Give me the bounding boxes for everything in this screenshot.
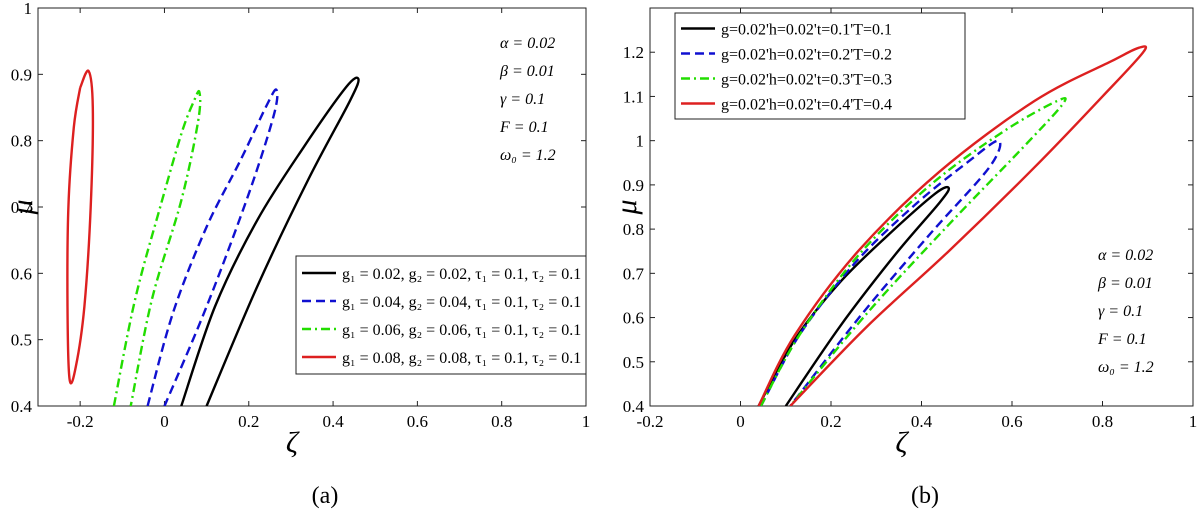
legend-entry: g=0.02'h=0.02't=0.3'T=0.3 bbox=[721, 72, 892, 89]
legend-entry: g₁ = 0.06, g₂ = 0.06, τ₁ = 0.1, τ₂ = 0.1 bbox=[342, 322, 581, 339]
x-tick-label: 0.6 bbox=[1001, 412, 1022, 431]
y-tick-label: 0.8 bbox=[623, 220, 644, 239]
y-tick-label: 1.2 bbox=[623, 43, 644, 62]
chart-panel-b: -0.2 0 0.2 0.4 0.6 0.8 1 0.4 0.5 0.6 0.7 0.8 0.9 1 1.1… bbox=[610, 7, 1198, 509]
x-tick-label: 0.2 bbox=[820, 412, 841, 431]
chart-panel-a: -0.2 0 0.2 0.4 0.6 0.8 1 0.4 0.5 0.6 0.7 0.8 0.9 1 ζ μ g… bbox=[6, 0, 590, 509]
y-axis-label: μ bbox=[6, 199, 39, 215]
x-tick-label: 0.4 bbox=[911, 412, 933, 431]
parameter-label: F = 0.1 bbox=[1097, 331, 1147, 348]
y-tick-label: 0.4 bbox=[11, 397, 33, 416]
series-group bbox=[66, 69, 360, 406]
y-tick-label: 0.6 bbox=[623, 309, 644, 328]
y-tick-label: 0.7 bbox=[11, 198, 33, 217]
parameter-label: β = 0.01 bbox=[499, 63, 555, 80]
y-tick-label: 1 bbox=[24, 0, 33, 18]
series-line-3 bbox=[759, 97, 1067, 406]
panel-caption: (b) bbox=[911, 483, 939, 509]
y-axis-label: μ bbox=[610, 199, 643, 215]
legend-entry: g₁ = 0.02, g₂ = 0.02, τ₁ = 0.1, τ₂ = 0.1 bbox=[342, 266, 581, 283]
parameter-label: γ = 0.1 bbox=[1098, 303, 1143, 320]
x-tick-label: 0 bbox=[736, 412, 745, 431]
x-axis-label: ζ bbox=[286, 426, 300, 459]
legend-entry: g₁ = 0.04, g₂ = 0.04, τ₁ = 0.1, τ₂ = 0.1 bbox=[342, 294, 581, 311]
y-tick-label: 1 bbox=[636, 132, 645, 151]
series-line-2 bbox=[146, 88, 279, 406]
y-tick-label: 1.1 bbox=[623, 87, 644, 106]
y-tick-label: 0.7 bbox=[623, 264, 645, 283]
x-tick-label: 0.6 bbox=[407, 412, 428, 431]
parameter-label: α = 0.02 bbox=[1098, 247, 1153, 264]
x-tick-label: 0.8 bbox=[491, 412, 512, 431]
series-line-4 bbox=[757, 45, 1148, 406]
parameter-label: F = 0.1 bbox=[499, 119, 549, 136]
series-line-3 bbox=[112, 89, 202, 406]
x-axis-label: ζ bbox=[895, 426, 909, 459]
y-tick-label: 0.6 bbox=[11, 264, 32, 283]
x-tick-label: 0.2 bbox=[238, 412, 259, 431]
legend-entry: g=0.02'h=0.02't=0.2'T=0.2 bbox=[721, 47, 892, 64]
parameter-label: ω₀ = 1.2 bbox=[500, 147, 556, 164]
series-line-1 bbox=[757, 185, 951, 406]
legend-box bbox=[674, 12, 966, 120]
legend-box bbox=[295, 255, 587, 375]
legend-entry: g=0.02'h=0.02't=0.1'T=0.1 bbox=[721, 22, 892, 39]
series-line-1 bbox=[180, 76, 360, 406]
y-tick-label: 0.4 bbox=[623, 397, 645, 416]
x-tick-label: 1 bbox=[1189, 412, 1198, 431]
x-tick-label: 1 bbox=[582, 412, 591, 431]
parameter-label: α = 0.02 bbox=[500, 35, 555, 52]
parameter-label: γ = 0.1 bbox=[500, 91, 545, 108]
panel-caption: (a) bbox=[312, 483, 339, 509]
x-tick-label: -0.2 bbox=[67, 412, 94, 431]
x-tick-label: 0.8 bbox=[1092, 412, 1113, 431]
y-tick-label: 0.8 bbox=[11, 132, 32, 151]
y-tick-label: 0.9 bbox=[11, 65, 32, 84]
series-line-4 bbox=[66, 69, 95, 385]
y-tick-label: 0.5 bbox=[11, 331, 32, 350]
series-group bbox=[757, 45, 1148, 406]
y-tick-label: 0.9 bbox=[623, 176, 644, 195]
x-tick-label: -0.2 bbox=[637, 412, 664, 431]
parameter-label: ω₀ = 1.2 bbox=[1098, 359, 1154, 376]
y-tick-label: 0.5 bbox=[623, 353, 644, 372]
legend-entry: g₁ = 0.08, g₂ = 0.08, τ₁ = 0.1, τ₂ = 0.1 bbox=[342, 350, 581, 367]
x-tick-label: 0 bbox=[160, 412, 169, 431]
parameter-label: β = 0.01 bbox=[1097, 275, 1153, 292]
x-tick-label: 0.4 bbox=[322, 412, 344, 431]
legend-entry: g=0.02'h=0.02't=0.4'T=0.4 bbox=[721, 97, 892, 114]
